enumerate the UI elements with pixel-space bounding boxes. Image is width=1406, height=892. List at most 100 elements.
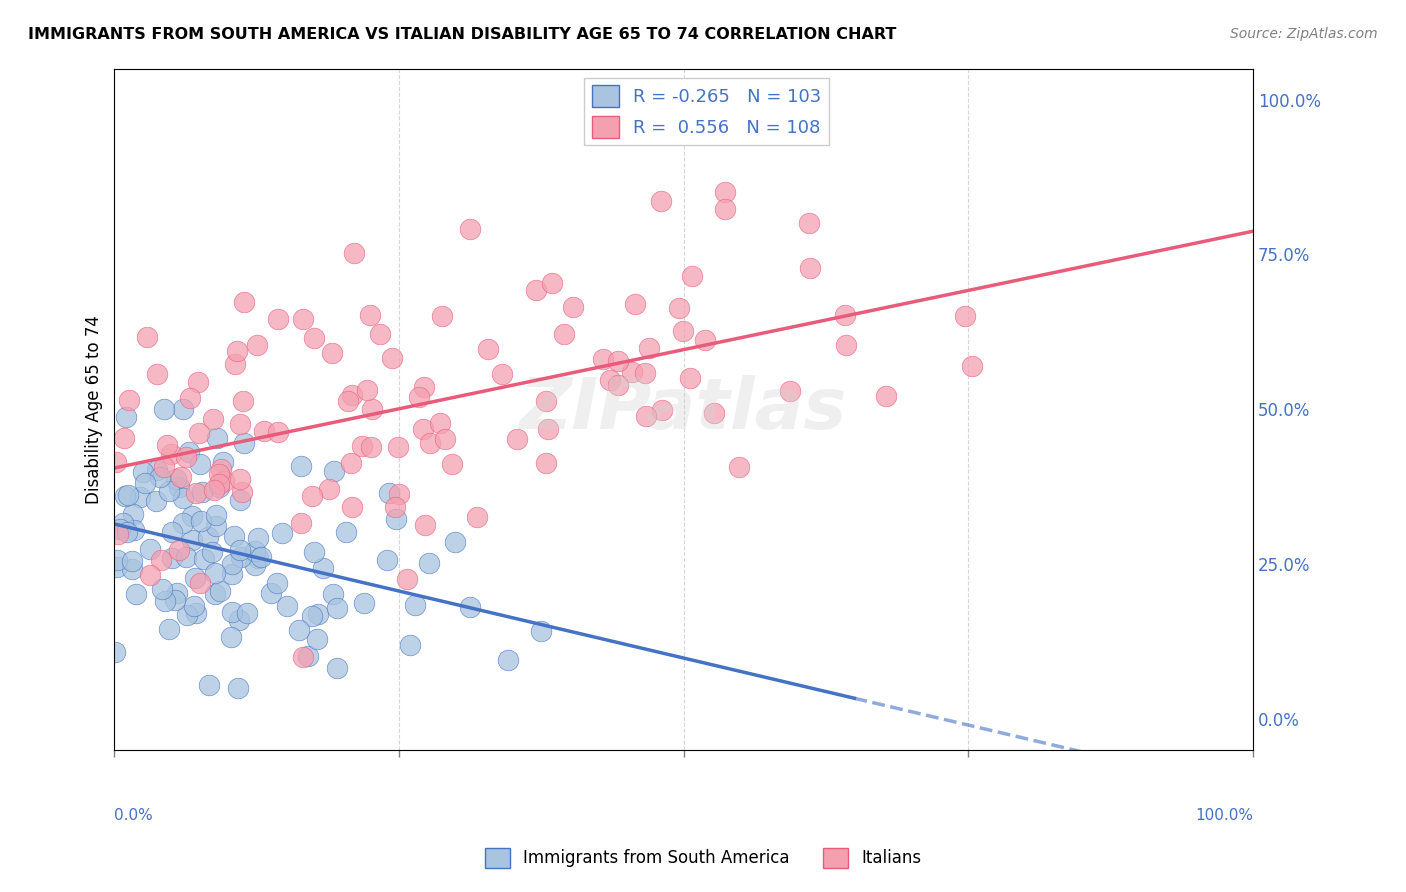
Immigrants from South America — [226, 681, 249, 695]
Immigrants from South America — [112, 516, 135, 531]
Legend: R = -0.265   N = 103, R =  0.556   N = 108: R = -0.265 N = 103, R = 0.556 N = 108 — [585, 78, 828, 145]
Text: ZIPatlas: ZIPatlas — [520, 375, 848, 444]
Italians — [292, 312, 315, 326]
Italians — [246, 338, 269, 352]
Italians — [695, 333, 717, 347]
Immigrants from South America — [496, 653, 519, 667]
Italians — [408, 391, 430, 405]
Immigrants from South America — [160, 525, 183, 540]
Immigrants from South America — [165, 593, 187, 607]
Italians — [506, 433, 529, 447]
Immigrants from South America — [121, 554, 143, 568]
Immigrants from South America — [375, 552, 398, 566]
Immigrants from South America — [458, 600, 481, 615]
Italians — [491, 368, 513, 382]
Immigrants from South America — [205, 508, 228, 523]
Italians — [387, 440, 409, 454]
Text: Source: ZipAtlas.com: Source: ZipAtlas.com — [1230, 27, 1378, 41]
Immigrants from South America — [129, 490, 152, 504]
Italians — [799, 260, 821, 275]
Italians — [651, 402, 673, 417]
Immigrants from South America — [246, 531, 269, 545]
Italians — [156, 438, 179, 452]
Immigrants from South America — [271, 525, 294, 540]
Italians — [225, 343, 247, 358]
Immigrants from South America — [301, 609, 323, 624]
Italians — [835, 338, 858, 352]
Immigrants from South America — [377, 486, 399, 500]
Immigrants from South America — [307, 607, 329, 622]
Italians — [553, 326, 575, 341]
Italians — [229, 417, 252, 431]
Legend: Immigrants from South America, Italians: Immigrants from South America, Italians — [478, 841, 928, 875]
Italians — [368, 326, 391, 341]
Italians — [467, 510, 489, 524]
Italians — [359, 308, 381, 322]
Italians — [253, 424, 276, 438]
Italians — [638, 341, 661, 355]
Italians — [214, 475, 236, 489]
Italians — [136, 330, 159, 344]
Immigrants from South America — [302, 544, 325, 558]
Immigrants from South America — [228, 613, 250, 627]
Italians — [343, 246, 366, 260]
Immigrants from South America — [181, 533, 204, 547]
Immigrants from South America — [157, 622, 180, 636]
Italians — [536, 457, 558, 471]
Immigrants from South America — [232, 435, 254, 450]
Immigrants from South America — [207, 431, 229, 445]
Immigrants from South America — [160, 551, 183, 566]
Immigrants from South America — [191, 485, 214, 500]
Italians — [960, 359, 983, 373]
Immigrants from South America — [179, 445, 201, 459]
Italians — [202, 483, 225, 498]
Immigrants from South America — [204, 587, 226, 601]
Immigrants from South America — [221, 557, 243, 571]
Immigrants from South America — [114, 409, 136, 424]
Immigrants from South America — [326, 600, 349, 615]
Italians — [170, 470, 193, 484]
Immigrants from South America — [305, 632, 328, 647]
Immigrants from South America — [229, 550, 252, 565]
Italians — [117, 393, 139, 408]
Immigrants from South America — [276, 599, 298, 613]
Italians — [356, 383, 378, 397]
Immigrants from South America — [322, 587, 344, 601]
Italians — [337, 393, 360, 408]
Immigrants from South America — [243, 558, 266, 572]
Italians — [606, 378, 628, 392]
Immigrants from South America — [190, 514, 212, 528]
Italians — [388, 487, 411, 501]
Immigrants from South America — [266, 575, 288, 590]
Text: IMMIGRANTS FROM SOUTH AMERICA VS ITALIAN DISABILITY AGE 65 TO 74 CORRELATION CHA: IMMIGRANTS FROM SOUTH AMERICA VS ITALIAN… — [28, 27, 897, 42]
Immigrants from South America — [335, 524, 357, 539]
Italians — [184, 486, 207, 500]
Immigrants from South America — [121, 562, 143, 576]
Immigrants from South America — [384, 512, 406, 526]
Immigrants from South America — [243, 544, 266, 558]
Italians — [592, 352, 614, 367]
Immigrants from South America — [212, 455, 235, 469]
Immigrants from South America — [311, 561, 333, 575]
Italians — [412, 380, 434, 394]
Italians — [179, 391, 201, 405]
Italians — [360, 401, 382, 416]
Italians — [672, 324, 695, 338]
Immigrants from South America — [134, 476, 156, 491]
Italians — [202, 412, 225, 426]
Immigrants from South America — [229, 493, 252, 508]
Italians — [152, 459, 174, 474]
Italians — [433, 432, 456, 446]
Italians — [413, 517, 436, 532]
Italians — [301, 489, 323, 503]
Italians — [714, 202, 737, 216]
Immigrants from South America — [132, 466, 155, 480]
Italians — [875, 389, 897, 403]
Italians — [187, 375, 209, 389]
Italians — [381, 351, 404, 365]
Immigrants from South America — [165, 472, 187, 486]
Italians — [267, 312, 290, 326]
Italians — [149, 553, 172, 567]
Italians — [714, 186, 737, 200]
Italians — [302, 331, 325, 345]
